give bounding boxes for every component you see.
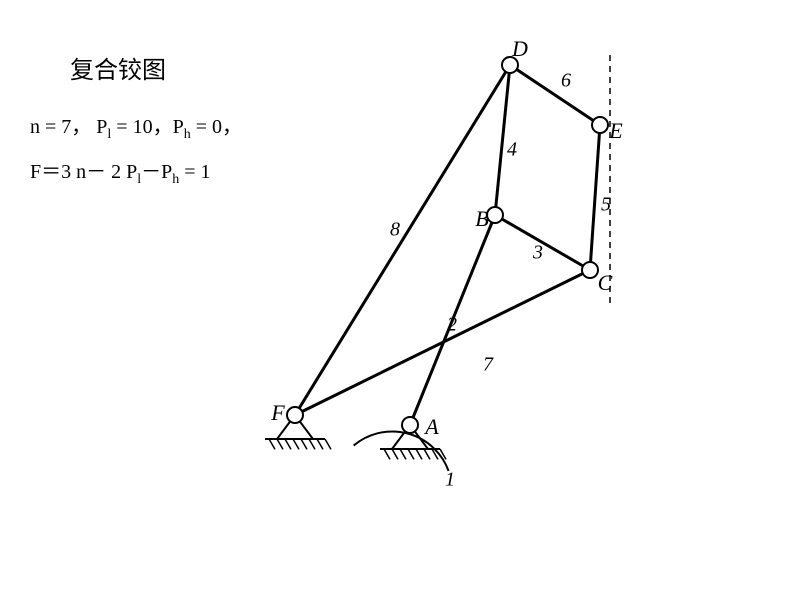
node-label-D: D xyxy=(512,36,528,62)
mechanism-diagram: F A D E B C 2 3 4 5 6 7 8 1 xyxy=(260,35,630,495)
formula-line-0: n = 7， Pl = 10，Ph = 0， xyxy=(30,110,242,143)
formula-line-1: F＝3 n－ 2 Pl－Ph = 1 xyxy=(30,155,211,188)
node-label-A: A xyxy=(425,414,438,440)
link-label-7: 7 xyxy=(483,354,493,377)
link-label-1: 1 xyxy=(445,469,455,492)
link-label-8: 8 xyxy=(390,219,400,242)
page-title: 复合铰图 xyxy=(70,50,166,85)
link-label-2: 2 xyxy=(447,314,457,337)
page: 复合铰图 n = 7， Pl = 10，Ph = 0， F＝3 n－ 2 Pl－P… xyxy=(0,0,800,600)
link-label-3: 3 xyxy=(533,242,543,265)
node-label-C: C xyxy=(598,270,613,296)
link-label-5: 5 xyxy=(601,194,611,217)
link-label-6: 6 xyxy=(561,70,571,93)
node-label-E: E xyxy=(609,118,622,144)
diagram-svg xyxy=(260,35,630,495)
link-label-4: 4 xyxy=(507,139,517,162)
node-label-B: B xyxy=(475,206,488,232)
node-label-F: F xyxy=(271,400,284,426)
